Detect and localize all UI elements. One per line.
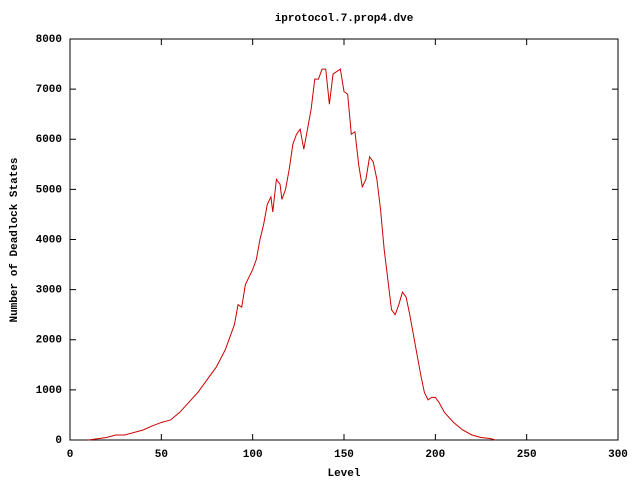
data-line xyxy=(88,68,496,441)
chart-title: iprotocol.7.prop4.dve xyxy=(275,13,414,25)
y-axis-label: Number of Deadlock States xyxy=(9,157,21,322)
x-tick-label: 0 xyxy=(67,449,74,461)
x-tick-label: 50 xyxy=(155,449,168,461)
x-tick-label: 250 xyxy=(517,449,537,461)
y-tick-label: 6000 xyxy=(36,134,62,146)
y-tick-label: 7000 xyxy=(36,84,62,96)
y-tick-label: 0 xyxy=(55,435,62,447)
y-tick-label: 4000 xyxy=(36,234,62,246)
x-axis-label: Level xyxy=(327,468,360,480)
x-tick-label: 150 xyxy=(334,449,354,461)
y-tick-label: 8000 xyxy=(36,34,62,46)
x-tick-label: 300 xyxy=(608,449,628,461)
x-tick-label: 200 xyxy=(425,449,445,461)
y-tick-label: 1000 xyxy=(36,385,62,397)
y-tick-label: 3000 xyxy=(36,285,62,297)
y-tick-label: 5000 xyxy=(36,184,62,196)
y-tick-label: 2000 xyxy=(36,335,62,347)
x-tick-label: 100 xyxy=(243,449,263,461)
